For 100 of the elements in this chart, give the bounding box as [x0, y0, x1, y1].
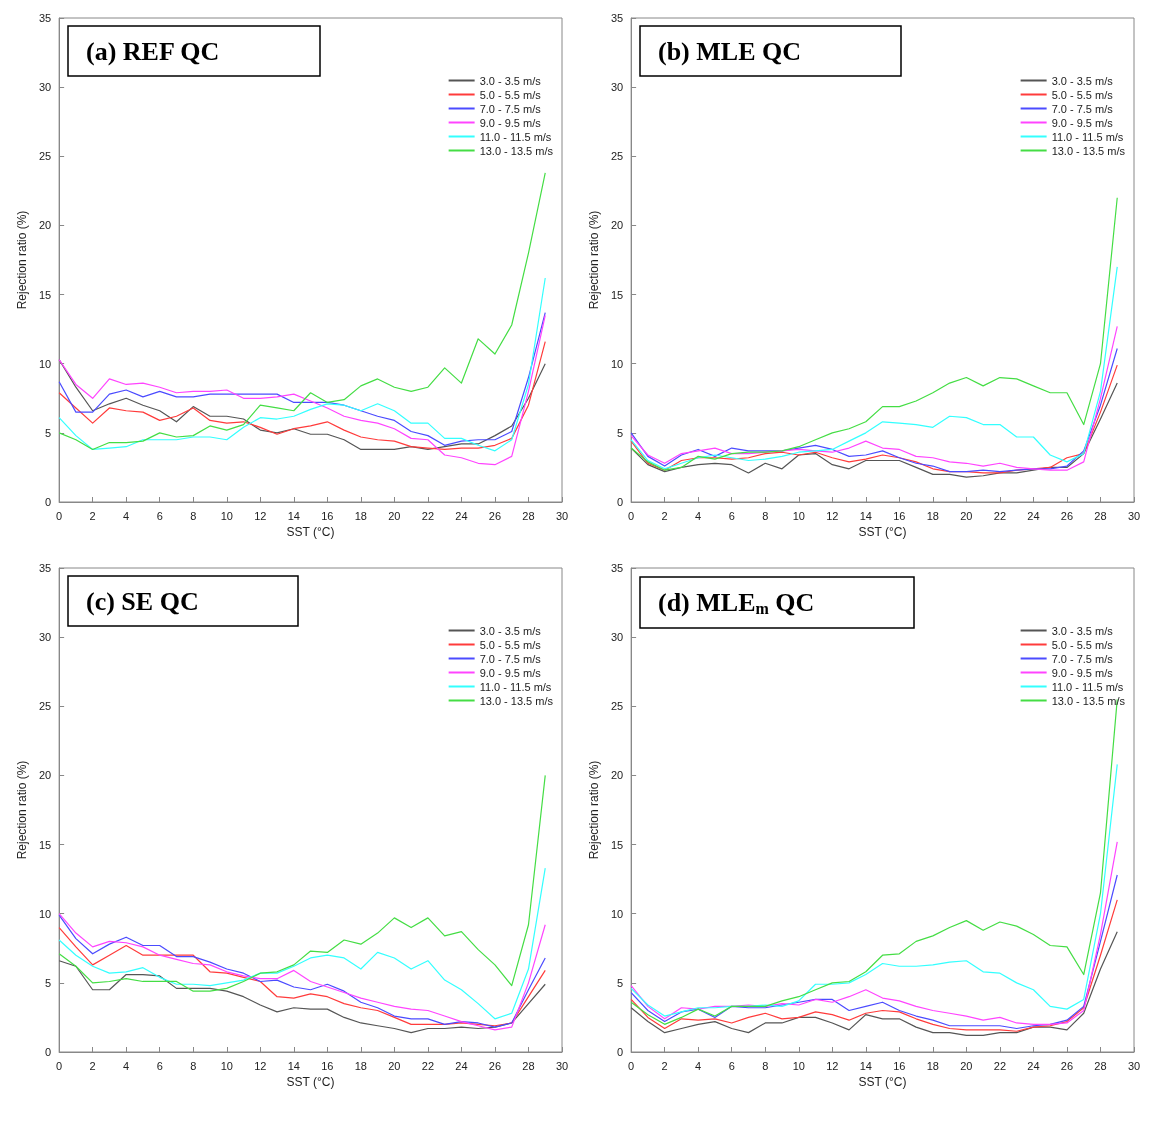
- y-tick-label: 15: [610, 838, 624, 851]
- x-tick-label: 20: [388, 1059, 401, 1072]
- line-series: [630, 841, 1118, 1025]
- x-tick-label: 8: [762, 509, 769, 522]
- x-tick-label: 14: [287, 1059, 300, 1072]
- y-tick-label: 35: [610, 12, 624, 24]
- x-tick-label: 4: [695, 509, 702, 522]
- x-tick-label: 30: [1127, 509, 1141, 522]
- x-tick-label: 22: [421, 1059, 435, 1072]
- x-tick-label: 8: [190, 1059, 197, 1072]
- y-axis-title: Rejection ratio (%): [587, 760, 601, 860]
- legend-label: 11.0 - 11.5 m/s: [1051, 130, 1124, 143]
- x-tick-label: 12: [826, 509, 839, 522]
- line-series: [630, 763, 1118, 1017]
- x-tick-label: 30: [555, 1059, 569, 1072]
- y-tick-label: 35: [38, 562, 52, 574]
- text: (a) REF QC: [86, 36, 220, 66]
- x-tick-label: 12: [254, 1059, 267, 1072]
- x-tick-label: 0: [56, 1059, 63, 1072]
- x-tick-label: 12: [826, 1059, 839, 1072]
- legend-label: 11.0 - 11.5 m/s: [479, 130, 552, 143]
- y-tick-label: 15: [610, 288, 624, 301]
- x-tick-label: 10: [792, 1059, 805, 1072]
- text: (d) MLEm QC: [658, 587, 815, 617]
- x-tick-label: 0: [628, 1059, 635, 1072]
- line-series: [58, 867, 546, 1020]
- y-tick-label: 10: [610, 907, 624, 920]
- legend-label: 13.0 - 13.5 m/s: [479, 694, 554, 707]
- text: (c) SE QC: [86, 586, 199, 616]
- x-tick-label: 22: [421, 509, 435, 522]
- y-tick-label: 35: [610, 562, 624, 574]
- x-tick-label: 16: [321, 509, 334, 522]
- legend-label: 9.0 - 9.5 m/s: [1051, 666, 1114, 679]
- text: (b) MLE QC: [658, 36, 801, 66]
- x-tick-label: 30: [555, 509, 569, 522]
- x-tick-label: 16: [893, 509, 906, 522]
- legend-label: 3.0 - 3.5 m/s: [479, 624, 542, 637]
- x-tick-label: 6: [728, 509, 735, 522]
- line-series: [630, 197, 1118, 471]
- y-tick-label: 0: [617, 496, 624, 508]
- x-tick-label: 4: [695, 1059, 702, 1072]
- x-tick-label: 14: [287, 509, 300, 522]
- legend-label: 5.0 - 5.5 m/s: [1051, 638, 1114, 651]
- x-tick-label: 24: [455, 1059, 468, 1072]
- y-axis-title: Rejection ratio (%): [587, 210, 601, 310]
- x-tick-label: 28: [1094, 1059, 1107, 1072]
- x-tick-label: 4: [123, 509, 130, 522]
- x-axis-title: SST (°C): [858, 1074, 907, 1089]
- y-tick-label: 15: [38, 288, 52, 301]
- x-tick-label: 24: [1027, 509, 1040, 522]
- x-tick-label: 18: [354, 1059, 367, 1072]
- line-series: [58, 172, 546, 451]
- line-series: [58, 774, 546, 992]
- y-tick-label: 15: [38, 838, 52, 851]
- x-tick-label: 2: [661, 509, 668, 522]
- legend-label: 3.0 - 3.5 m/s: [1051, 74, 1114, 87]
- y-tick-label: 30: [610, 631, 624, 644]
- y-tick-label: 20: [610, 769, 624, 782]
- legend-label: 3.0 - 3.5 m/s: [1051, 624, 1114, 637]
- x-tick-label: 0: [56, 509, 63, 522]
- y-axis-title: Rejection ratio (%): [15, 760, 29, 860]
- x-tick-label: 26: [1060, 509, 1074, 522]
- y-tick-label: 10: [610, 357, 624, 370]
- legend-label: 3.0 - 3.5 m/s: [479, 74, 542, 87]
- y-tick-label: 5: [617, 426, 624, 439]
- y-tick-label: 0: [617, 1046, 624, 1058]
- y-tick-label: 0: [45, 496, 52, 508]
- x-tick-label: 10: [792, 509, 805, 522]
- x-axis-title: SST (°C): [286, 1074, 335, 1089]
- y-tick-label: 20: [38, 769, 52, 782]
- x-tick-label: 22: [993, 509, 1007, 522]
- legend-label: 13.0 - 13.5 m/s: [479, 144, 554, 157]
- y-tick-label: 30: [610, 81, 624, 94]
- x-axis-title: SST (°C): [858, 524, 907, 539]
- x-tick-label: 28: [1094, 509, 1107, 522]
- y-tick-label: 5: [617, 976, 624, 989]
- legend-label: 5.0 - 5.5 m/s: [1051, 88, 1114, 101]
- x-tick-label: 6: [728, 1059, 735, 1072]
- x-tick-label: 12: [254, 509, 267, 522]
- x-tick-label: 26: [488, 1059, 502, 1072]
- x-tick-label: 14: [859, 509, 872, 522]
- y-tick-label: 20: [610, 219, 624, 232]
- x-tick-label: 2: [89, 509, 96, 522]
- line-series: [630, 266, 1118, 470]
- x-tick-label: 26: [488, 509, 502, 522]
- x-tick-label: 6: [156, 509, 163, 522]
- x-tick-label: 20: [388, 509, 401, 522]
- x-tick-label: 4: [123, 1059, 130, 1072]
- x-tick-label: 16: [893, 1059, 906, 1072]
- legend-label: 11.0 - 11.5 m/s: [479, 680, 552, 693]
- line-series: [58, 960, 546, 1034]
- y-tick-label: 0: [45, 1046, 52, 1058]
- legend-label: 5.0 - 5.5 m/s: [479, 638, 542, 651]
- line-series: [58, 277, 546, 452]
- x-tick-label: 20: [960, 509, 973, 522]
- x-tick-label: 6: [156, 1059, 163, 1072]
- y-tick-label: 5: [45, 976, 52, 989]
- x-tick-label: 14: [859, 1059, 872, 1072]
- x-tick-label: 30: [1127, 1059, 1141, 1072]
- x-tick-label: 18: [354, 509, 367, 522]
